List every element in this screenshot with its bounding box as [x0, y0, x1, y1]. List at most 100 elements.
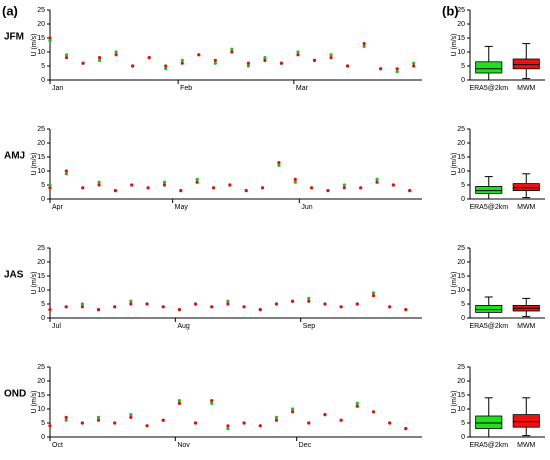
- data-point: [391, 183, 395, 187]
- y-axis-label: U (m/s): [31, 34, 38, 57]
- data-point: [129, 302, 133, 306]
- data-point: [164, 67, 168, 71]
- data-point: [177, 399, 181, 403]
- y-tick-label: 0: [461, 434, 465, 441]
- y-tick-label: 25: [37, 126, 45, 133]
- data-point: [291, 299, 295, 303]
- data-point: [64, 172, 68, 176]
- data-point: [228, 183, 232, 187]
- x-tick-label: ERA5@2km: [469, 323, 508, 330]
- y-tick-label: 5: [461, 420, 465, 427]
- data-point: [81, 186, 85, 190]
- data-point: [323, 302, 327, 306]
- y-tick-label: 0: [461, 315, 465, 322]
- y-tick-label: 25: [457, 7, 465, 14]
- y-tick-label: 10: [37, 406, 45, 413]
- x-tick-label: Apr: [52, 204, 64, 211]
- data-point: [81, 61, 85, 65]
- data-point: [404, 308, 408, 312]
- data-point: [177, 401, 181, 405]
- y-tick-label: 10: [457, 406, 465, 413]
- data-point: [296, 53, 300, 57]
- data-point: [197, 53, 201, 57]
- row-label: JAS: [4, 270, 24, 281]
- y-tick-label: 25: [37, 245, 45, 252]
- data-point: [274, 418, 279, 422]
- data-point: [64, 53, 69, 57]
- data-point: [263, 58, 267, 63]
- y-tick-label: 25: [37, 364, 45, 371]
- data-point: [230, 47, 234, 51]
- data-point: [161, 418, 165, 422]
- row-label: OND: [4, 389, 26, 400]
- data-point: [179, 189, 183, 193]
- data-point: [210, 399, 214, 403]
- data-point: [114, 53, 118, 57]
- y-tick-label: 0: [41, 77, 45, 84]
- data-point: [64, 305, 68, 309]
- y-tick-label: 10: [37, 49, 45, 56]
- data-point: [130, 183, 134, 187]
- data-point: [258, 308, 262, 312]
- box: [512, 414, 540, 428]
- data-point: [98, 58, 102, 63]
- y-tick-label: 20: [37, 378, 45, 385]
- y-tick-label: 25: [457, 245, 465, 252]
- data-point: [323, 413, 327, 417]
- y-tick-label: 5: [41, 420, 45, 427]
- data-point: [193, 302, 198, 306]
- data-point: [242, 305, 246, 309]
- y-tick-label: 5: [41, 182, 45, 189]
- data-point: [64, 418, 68, 422]
- x-tick-label: MWM: [517, 323, 535, 330]
- y-tick-label: 5: [41, 301, 45, 308]
- data-point: [371, 291, 376, 295]
- box: [512, 58, 540, 70]
- data-point: [355, 404, 359, 408]
- x-tick-label: Jul: [52, 323, 61, 330]
- data-point: [210, 305, 214, 309]
- data-point: [246, 61, 250, 65]
- data-point: [339, 305, 343, 309]
- data-point: [161, 305, 165, 309]
- data-point: [226, 427, 230, 431]
- x-tick-label: Feb: [180, 85, 192, 92]
- data-point: [146, 186, 150, 190]
- y-tick-label: 25: [37, 7, 45, 14]
- data-point: [296, 50, 300, 54]
- data-point: [379, 67, 383, 71]
- data-point: [404, 427, 408, 431]
- data-point: [371, 294, 376, 298]
- x-tick-label: May: [175, 204, 189, 211]
- data-point: [80, 421, 84, 425]
- data-point: [359, 186, 363, 190]
- data-point: [355, 302, 359, 306]
- data-point: [97, 180, 101, 184]
- data-point: [279, 61, 284, 65]
- panel-label: (a): [2, 3, 18, 18]
- data-point: [48, 186, 52, 190]
- y-axis-label: U (m/s): [31, 153, 38, 176]
- data-point: [277, 161, 281, 165]
- data-point: [246, 64, 250, 68]
- data-point: [162, 183, 167, 187]
- data-point: [242, 421, 246, 425]
- y-tick-label: 20: [457, 378, 465, 385]
- data-point: [371, 410, 376, 414]
- y-tick-label: 15: [457, 273, 465, 280]
- x-tick-label: ERA5@2km: [469, 204, 508, 211]
- data-point: [244, 189, 248, 193]
- data-point: [210, 401, 214, 405]
- data-point: [48, 424, 52, 428]
- data-point: [329, 53, 333, 57]
- data-point: [177, 308, 181, 312]
- data-point: [412, 64, 416, 68]
- data-point: [48, 183, 52, 187]
- data-point: [346, 64, 350, 68]
- data-point: [342, 183, 346, 187]
- x-tick-label: Mar: [296, 85, 309, 92]
- x-tick-label: ERA5@2km: [469, 85, 508, 92]
- data-point: [395, 70, 399, 74]
- y-tick-label: 15: [457, 154, 465, 161]
